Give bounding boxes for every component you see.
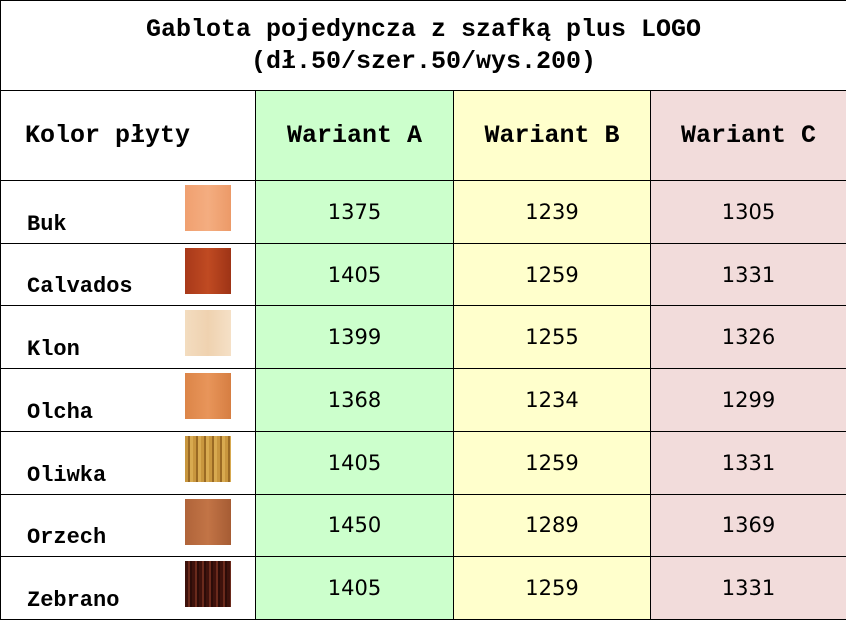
color-name: Olcha [27, 400, 93, 425]
price-cell: 1405 [256, 431, 454, 494]
price-cell: 1255 [454, 306, 651, 369]
price-cell: 1450 [256, 494, 454, 557]
price-cell: 1331 [651, 557, 846, 620]
color-swatch [185, 499, 231, 545]
color-swatch [185, 185, 231, 231]
color-name: Zebrano [27, 588, 119, 613]
title-line: Gablota pojedyncza z szafką plus LOGO [1, 14, 846, 46]
page: {"header": {"title": ["Gablota pojedyncz… [0, 0, 846, 620]
color-name: Klon [27, 337, 80, 362]
color-name: Orzech [27, 525, 106, 550]
price-table: Gablota pojedyncza z szafką plus LOGO (d… [0, 0, 846, 620]
color-name: Calvados [27, 274, 133, 299]
column-header: Wariant C [651, 91, 846, 181]
column-header: Wariant B [454, 91, 651, 181]
price-cell: 1239 [454, 181, 651, 244]
column-header: Wariant A [256, 91, 454, 181]
color-swatch [185, 436, 231, 482]
price-cell: 1326 [651, 306, 846, 369]
price-cell: 1331 [651, 243, 846, 306]
price-cell: 1375 [256, 181, 454, 244]
color-swatch [185, 310, 231, 356]
color-cell: Klon [1, 306, 256, 369]
column-header: Kolor płyty [1, 91, 256, 181]
price-cell: 1289 [454, 494, 651, 557]
title-line: (dł.50/szer.50/wys.200) [1, 46, 846, 78]
title-row: Gablota pojedyncza z szafką plus LOGO (d… [1, 1, 846, 91]
color-cell: Calvados [1, 243, 256, 306]
color-swatch [185, 248, 231, 294]
price-cell: 1234 [454, 369, 651, 432]
color-swatch [185, 373, 231, 419]
price-cell: 1299 [651, 369, 846, 432]
price-cell: 1399 [256, 306, 454, 369]
color-cell: Buk [1, 181, 256, 244]
color-name: Buk [27, 212, 67, 237]
color-cell: Orzech [1, 494, 256, 557]
price-cell: 1368 [256, 369, 454, 432]
price-cell: 1259 [454, 243, 651, 306]
header-row: Kolor płyty Wariant A Wariant B Wariant … [1, 91, 846, 181]
color-cell: Oliwka [1, 431, 256, 494]
price-cell: 1331 [651, 431, 846, 494]
color-cell: Olcha [1, 369, 256, 432]
price-cell: 1369 [651, 494, 846, 557]
title-cell: Gablota pojedyncza z szafką plus LOGO (d… [1, 1, 846, 91]
price-cell: 1259 [454, 431, 651, 494]
price-cell: 1305 [651, 181, 846, 244]
color-swatch [185, 561, 231, 607]
color-cell: Zebrano [1, 557, 256, 620]
price-cell: 1405 [256, 557, 454, 620]
price-cell: 1259 [454, 557, 651, 620]
price-cell: 1405 [256, 243, 454, 306]
color-name: Oliwka [27, 463, 106, 488]
